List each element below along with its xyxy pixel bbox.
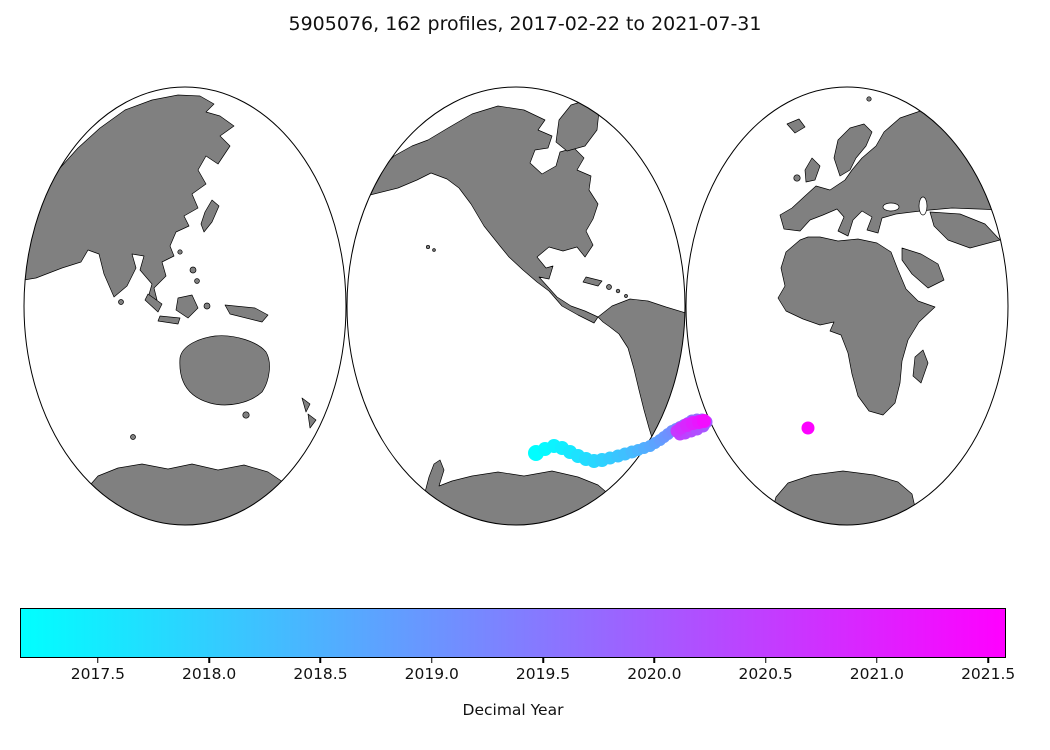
land-hawaii (432, 248, 436, 252)
colorbar-tick-label: 2021.0 (849, 665, 905, 683)
colorbar-tick (764, 658, 767, 663)
lobe-outline-center (346, 86, 686, 526)
land-antarctica-left (71, 463, 301, 525)
profile-dot (697, 414, 711, 428)
colorbar-tick (876, 658, 878, 663)
colorbar-tick (653, 658, 656, 663)
land-sulawesi (203, 302, 211, 310)
profile-dot (801, 421, 815, 435)
colorbar-gradient (21, 609, 1005, 657)
land-falklands (674, 440, 680, 446)
land-kerguelen (130, 434, 136, 440)
lobe-outlines (23, 86, 1009, 526)
lobe-outline-right (685, 86, 1009, 526)
lobe-asia-australia (24, 94, 317, 525)
colorbar-tick (319, 658, 322, 663)
land-madagascar (912, 349, 929, 384)
colorbar-tick-label: 2017.5 (70, 665, 126, 683)
land-java (157, 315, 181, 325)
colorbar-tick (987, 658, 989, 663)
colorbar-axis: 2017.5 2018.0 2018.5 2019.0 2019.5 2020.0 2020… (20, 658, 1015, 698)
land-scandinavia (833, 123, 873, 177)
colorbar-tick-label: 2020.5 (738, 665, 793, 683)
land-philippines (189, 266, 197, 274)
land-sumatra (144, 293, 163, 313)
colorbar-tick (431, 658, 433, 663)
land-taiwan (177, 249, 183, 255)
land-hispaniola (606, 284, 612, 290)
figure-title: 5905076, 162 profiles, 2017-02-22 to 202… (288, 13, 762, 35)
land-iceland (786, 118, 806, 134)
lobe-europe-africa (767, 96, 1006, 525)
colorbar-label: Decimal Year (462, 701, 564, 719)
lobe-outline-left (23, 86, 347, 526)
colorbar-tick (97, 658, 99, 663)
land-antilles (615, 288, 621, 294)
colorbar (20, 608, 1006, 658)
colorbar-tick (208, 658, 210, 663)
land-new-zealand (301, 397, 311, 413)
land-svalbard (866, 96, 872, 102)
land-britain (804, 157, 821, 183)
colorbar-tick (542, 658, 544, 663)
colorbar-tick-label: 2019.5 (515, 665, 571, 683)
land-new-zealand (307, 413, 317, 429)
colorbar-tick-label: 2019.0 (404, 665, 459, 683)
land-cuba (582, 276, 603, 287)
colorbar-tick-label: 2020.0 (627, 665, 682, 683)
land-ireland (793, 174, 801, 182)
land-antarctica-center (415, 459, 619, 525)
black-sea (882, 202, 900, 212)
land-sri-lanka (118, 299, 124, 305)
land-north-america (357, 105, 599, 324)
land-philippines (194, 278, 200, 284)
land-tasmania (242, 411, 250, 419)
land-asia (24, 94, 235, 301)
land-japan (200, 199, 220, 233)
land-africa (777, 236, 936, 416)
land-hawaii (425, 244, 431, 250)
colorbar-tick-label: 2018.5 (293, 665, 348, 683)
colorbar-tick-label: 2018.0 (182, 665, 237, 683)
land-borneo (175, 294, 199, 319)
caspian-sea (918, 196, 928, 216)
colorbar-tick-label: 2021.5 (961, 665, 1016, 683)
land-new-guinea (224, 304, 269, 323)
land-europe-russia (779, 105, 1006, 237)
land-iran (929, 211, 1001, 249)
trajectory-points (528, 413, 815, 468)
land-arabia (901, 247, 945, 289)
land-australia (179, 335, 270, 406)
land-antilles (624, 294, 628, 298)
